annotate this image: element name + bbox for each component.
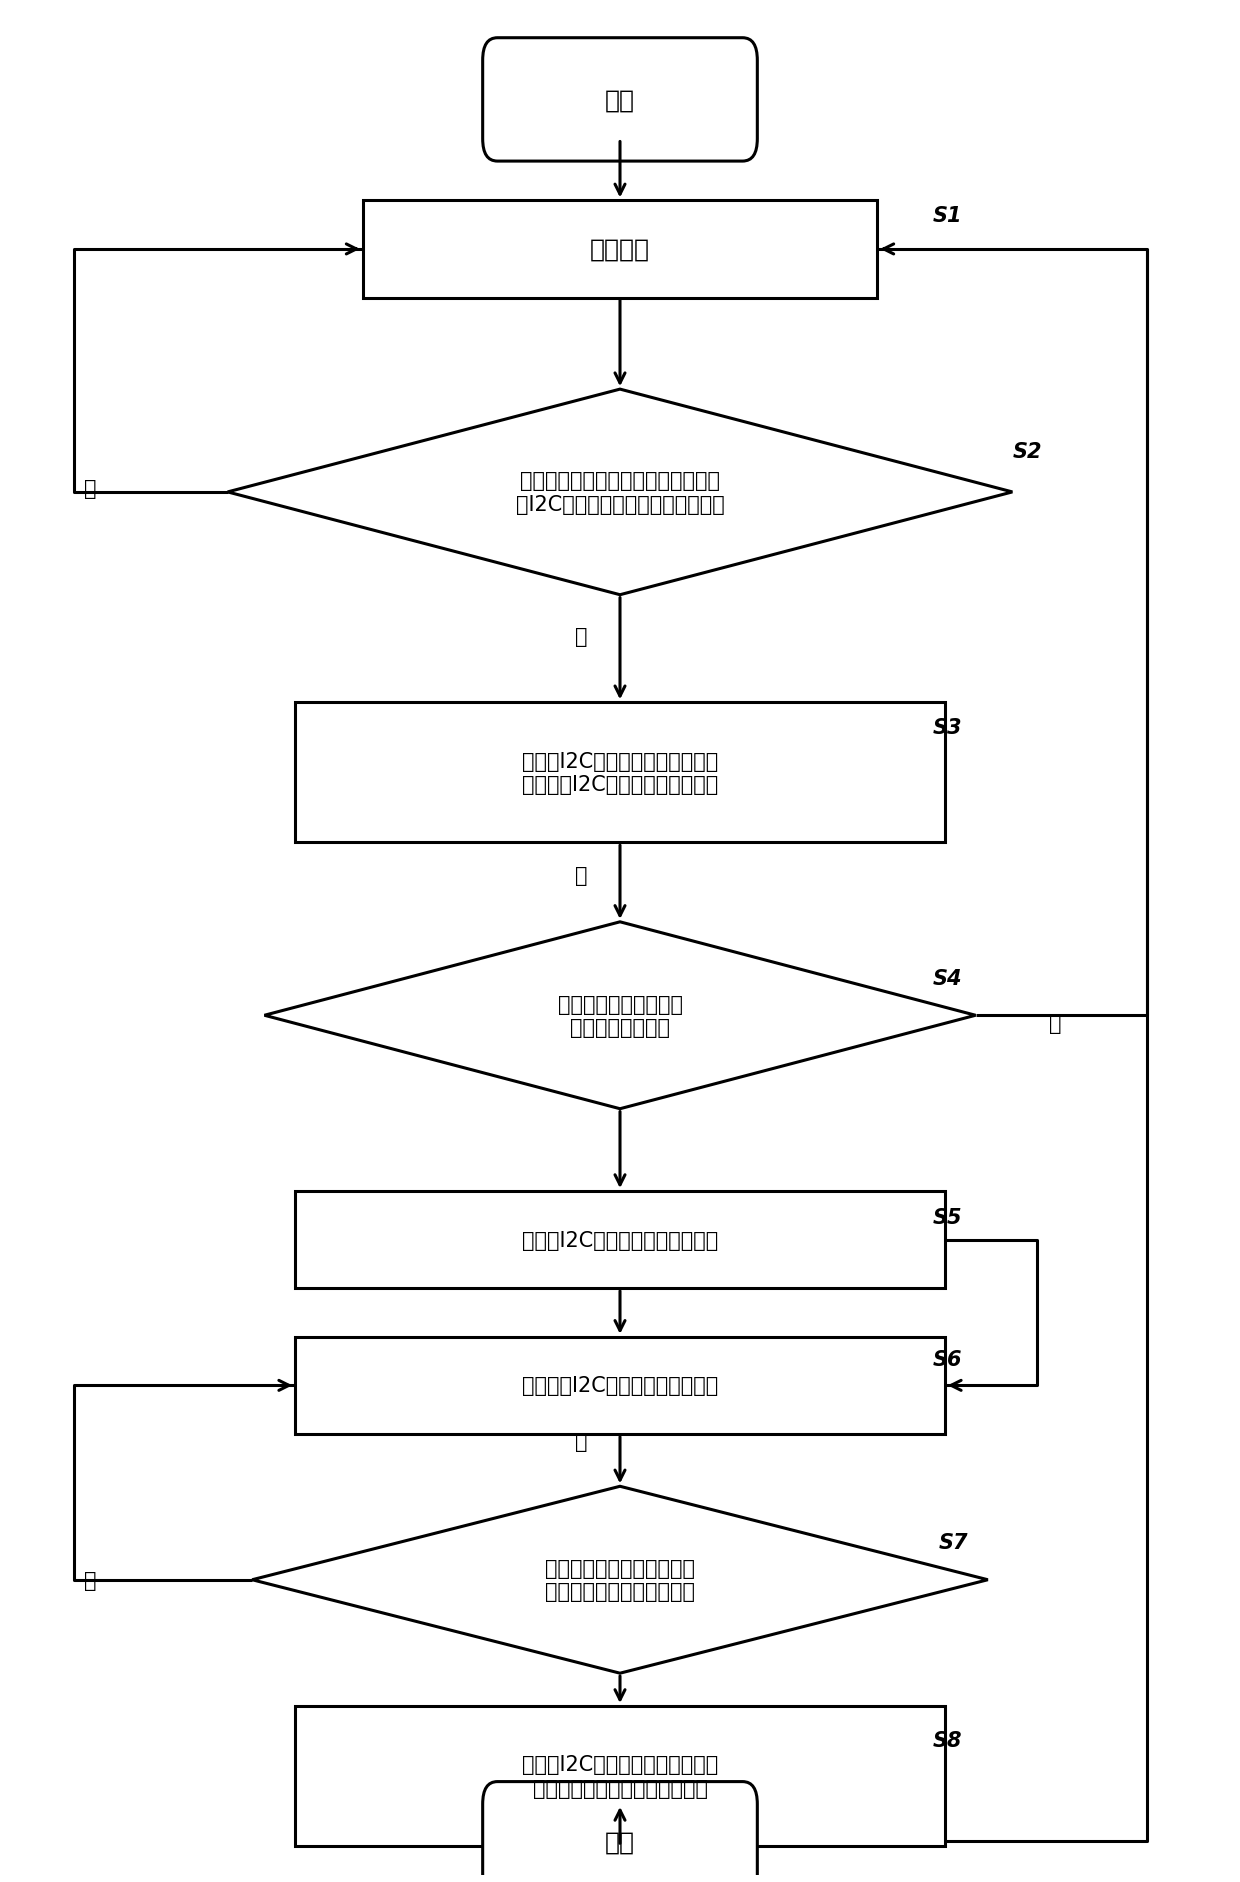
Text: 向外部I2C设备发送应答信号，以
响应其为主设备，进行数据收发: 向外部I2C设备发送应答信号，以 响应其为主设备，进行数据收发 bbox=[522, 1754, 718, 1797]
Text: S1: S1 bbox=[932, 207, 962, 226]
Text: 判断是否收到响应信号
及未存在仲裁丢失: 判断是否收到响应信号 及未存在仲裁丢失 bbox=[558, 994, 682, 1037]
Text: 读取控制寄存器中的状态位，判断所
述I2C总线控制器是否为主工作模式: 读取控制寄存器中的状态位，判断所 述I2C总线控制器是否为主工作模式 bbox=[516, 470, 724, 514]
Bar bbox=[295, 1336, 945, 1434]
Text: 开始: 开始 bbox=[605, 88, 635, 113]
Text: 否: 否 bbox=[84, 1570, 97, 1590]
Text: S6: S6 bbox=[932, 1349, 962, 1370]
Text: 接收外部I2C设备发送的包头数据: 接收外部I2C设备发送的包头数据 bbox=[522, 1376, 718, 1396]
Text: 是: 是 bbox=[574, 866, 587, 886]
Text: S8: S8 bbox=[932, 1731, 962, 1750]
Text: 否: 否 bbox=[1049, 1013, 1061, 1033]
Bar bbox=[295, 1705, 945, 1846]
Text: S5: S5 bbox=[932, 1208, 962, 1227]
Polygon shape bbox=[264, 922, 976, 1108]
Text: 判断包头数据中的地址与地
址寄存器中的地址是否匹配: 判断包头数据中的地址与地 址寄存器中的地址是否匹配 bbox=[546, 1558, 694, 1602]
Bar bbox=[362, 201, 878, 299]
Text: S2: S2 bbox=[1012, 442, 1042, 461]
Text: 系统上电: 系统上电 bbox=[590, 237, 650, 262]
Text: 对外部I2C设备进行读写数据操作: 对外部I2C设备进行读写数据操作 bbox=[522, 1231, 718, 1250]
Text: 结束: 结束 bbox=[605, 1829, 635, 1854]
Polygon shape bbox=[252, 1487, 988, 1673]
Polygon shape bbox=[228, 390, 1012, 595]
Text: 是: 是 bbox=[574, 627, 587, 647]
Bar bbox=[295, 1191, 945, 1289]
Text: 否: 否 bbox=[84, 478, 97, 499]
Text: S3: S3 bbox=[932, 719, 962, 738]
Text: 向外部I2C设备发送包头数据，并
等待外部I2C设备发送的响应信号: 向外部I2C设备发送包头数据，并 等待外部I2C设备发送的响应信号 bbox=[522, 751, 718, 794]
Text: S4: S4 bbox=[932, 969, 962, 988]
FancyBboxPatch shape bbox=[482, 1782, 758, 1882]
Text: S7: S7 bbox=[939, 1532, 968, 1553]
FancyBboxPatch shape bbox=[482, 40, 758, 162]
Text: 是: 是 bbox=[574, 1432, 587, 1451]
Bar bbox=[295, 702, 945, 843]
